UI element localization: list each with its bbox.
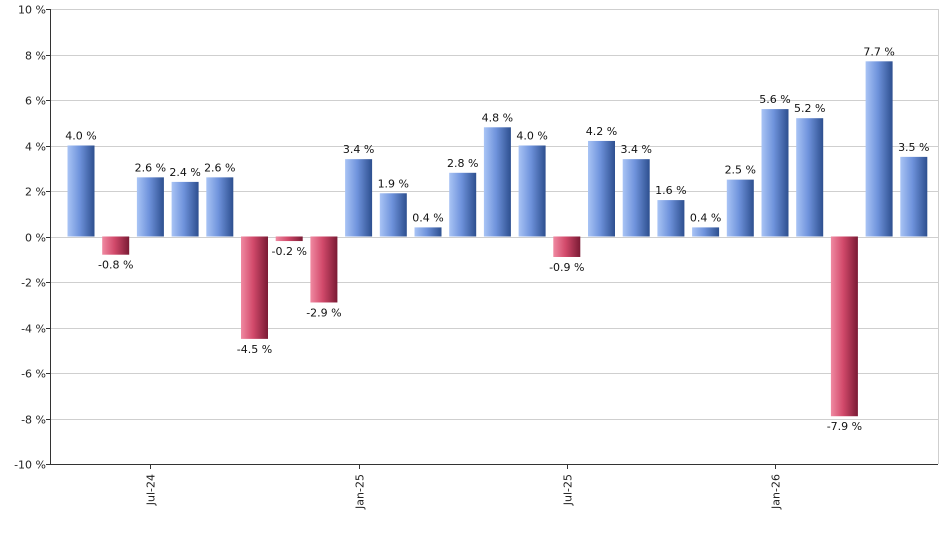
bar-positive	[414, 227, 442, 237]
x-tick-label: Jan-26	[770, 474, 783, 510]
bar-positive	[761, 109, 789, 237]
bar-value-label: 7.7 %	[863, 45, 894, 58]
bar-value-label: 4.8 %	[482, 111, 513, 124]
bar-value-label: 5.6 %	[759, 93, 790, 106]
bar-value-label: 1.9 %	[378, 177, 409, 190]
bar-negative	[830, 236, 858, 417]
bar-value-label: 5.2 %	[794, 102, 825, 115]
bar-value-label: 4.0 %	[65, 130, 96, 143]
bar-positive	[692, 227, 720, 237]
data-labels: 4.0 %-0.8 %2.6 % 2.4 % 2.6 %-4.5 %-0.2 %-2…	[65, 45, 929, 433]
bar-positive	[900, 156, 928, 237]
bar-value-label: 3.4 %	[620, 143, 651, 156]
y-tick-label: 4 %	[25, 141, 46, 154]
y-tick-label: -8 %	[21, 414, 46, 427]
bar-positive	[171, 181, 199, 237]
bar-negative	[241, 236, 268, 339]
bar-value-label: -7.9 %	[827, 420, 862, 433]
y-tick-label: -10 %	[14, 459, 46, 472]
x-tick-label: Jan-25	[354, 474, 367, 510]
bar-value-label: 2.8 %	[447, 157, 478, 170]
bar-value-label: 0.4 %	[412, 211, 443, 224]
bar-positive	[136, 177, 164, 237]
axes: 10 % 8 % 6 % 4 % 2 % 0 % -2 % -4 % -6 % -8 % -10 %…	[14, 4, 938, 510]
bar-value-label: 3.5 %	[898, 141, 929, 154]
y-tick-label: 8 %	[25, 50, 46, 63]
bar-positive	[657, 200, 685, 237]
y-tick-label: 0 %	[25, 232, 46, 245]
bar-positive	[206, 177, 234, 237]
y-tick-label: -2 %	[21, 277, 46, 290]
bar-positive	[622, 159, 650, 237]
bar-positive	[865, 61, 893, 237]
bar-value-label: 4.0 %	[516, 130, 547, 143]
bar-value-label: -4.5 %	[237, 343, 272, 356]
bar-positive	[726, 179, 754, 237]
bar-value-label: 2.6 %	[135, 161, 166, 174]
y-tick-label: -4 %	[21, 323, 46, 336]
bar-positive	[796, 118, 824, 237]
x-tick-label: Jul-25	[562, 474, 575, 506]
y-tick-label: 6 %	[25, 95, 46, 108]
bars	[67, 61, 928, 417]
bar-value-label: 1.6 %	[655, 184, 686, 197]
bar-value-label: -0.9 %	[549, 261, 584, 274]
bar-positive	[518, 145, 546, 237]
bar-value-label: 2.6 %	[204, 161, 235, 174]
bar-negative	[102, 236, 130, 255]
bar-value-label: 2.4 %	[169, 166, 200, 179]
gridlines	[50, 9, 939, 465]
bar-value-label: 2.5 %	[725, 164, 756, 177]
bar-value-label: -0.2 %	[271, 245, 306, 258]
x-tick-label: Jul-24	[145, 474, 158, 506]
bar-value-label: 0.4 %	[690, 211, 721, 224]
y-tick-label: -6 %	[21, 368, 46, 381]
y-tick-label: 2 %	[25, 186, 46, 199]
bar-value-label: -2.9 %	[306, 306, 341, 319]
bar-value-label: 3.4 %	[343, 143, 374, 156]
bar-positive	[483, 127, 511, 237]
bar-positive	[449, 172, 477, 237]
bar-negative	[553, 236, 581, 257]
bar-negative	[275, 236, 303, 242]
bar-positive	[588, 140, 615, 237]
bar-value-label: -0.8 %	[98, 259, 133, 272]
bar-value-label: 4.2 %	[586, 125, 617, 138]
bar-positive	[345, 159, 373, 237]
bar-positive	[67, 145, 95, 237]
y-tick-label: 10 %	[18, 4, 46, 17]
bar-negative	[310, 236, 338, 303]
bar-positive	[379, 193, 407, 237]
